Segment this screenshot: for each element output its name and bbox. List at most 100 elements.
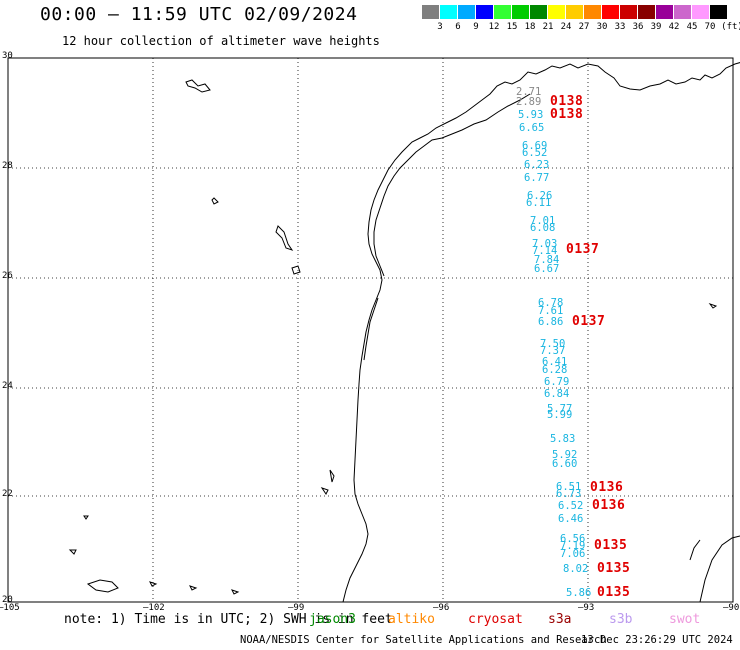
wave-height-label: 6.23 [524, 159, 550, 171]
wave-height-label: 5.83 [550, 433, 576, 445]
legend-unit: (ft) [721, 22, 740, 32]
pass-id-label: 0138 [550, 107, 584, 122]
satellite-name: altiko [388, 612, 435, 627]
satellite-name: s3b [609, 612, 633, 627]
legend-swatch [494, 5, 511, 19]
latitude-tick-label: 30 [2, 51, 13, 61]
legend-level-label: 42 [668, 22, 680, 32]
map-subtitle: 12 hour collection of altimeter wave hei… [62, 34, 380, 48]
wave-height-label: 6.78 [538, 297, 564, 309]
pass-id-label: 0135 [594, 538, 628, 553]
wave-height-label: 6.11 [526, 197, 552, 209]
credit-line: NOAA/NESDIS Center for Satellite Applica… [240, 634, 607, 646]
satellite-name: swot [669, 612, 701, 627]
legend-level-label: 3 [437, 22, 443, 32]
legend-swatch [710, 5, 727, 19]
legend-level-label: 21 [542, 22, 554, 32]
legend-swatch [656, 5, 673, 19]
legend-level-label: 9 [473, 22, 479, 32]
wave-height-label: 2.71 [516, 86, 542, 98]
wave-height-label: 5.93 [518, 109, 544, 121]
pass-id-label: 0138 [550, 94, 584, 109]
wave-height-label: 5.77 [547, 403, 573, 415]
legend-swatch [584, 5, 601, 19]
wave-height-label: 7.01 [530, 215, 556, 227]
legend-swatch [458, 5, 475, 19]
wave-height-label: 7.50 [540, 338, 566, 350]
legend-swatch [620, 5, 637, 19]
legend-level-label: 27 [578, 22, 590, 32]
legend-swatch [476, 5, 493, 19]
footer-note: note: 1) Time is in UTC; 2) SWH is in fe… [64, 612, 393, 627]
latitude-tick-label: 28 [2, 161, 13, 171]
longitude-tick-label: –90 [723, 603, 740, 613]
wave-height-label: 5.92 [552, 449, 578, 461]
latitude-tick-label: 26 [2, 271, 13, 281]
wave-height-label: 6.67 [534, 263, 560, 275]
wave-height-label: 6.73 [556, 488, 582, 500]
map-title: 00:00 – 11:59 UTC 02/09/2024 [40, 4, 358, 25]
wave-height-label: 6.52 [522, 147, 548, 159]
legend-level-label: 33 [614, 22, 626, 32]
latitude-tick-label: 20 [2, 595, 13, 605]
legend-swatch [512, 5, 529, 19]
legend-level-label: 45 [686, 22, 698, 32]
coastline [342, 62, 740, 603]
wave-height-label: 7.19 [560, 540, 586, 552]
legend-level-label: 18 [524, 22, 536, 32]
wave-height-label: 7.03 [532, 238, 558, 250]
wave-height-label: 6.60 [552, 458, 578, 470]
longitude-tick-label: –105 [0, 603, 20, 613]
pass-id-label: 0137 [566, 242, 600, 257]
wave-height-label: 6.52 [558, 500, 584, 512]
wave-height-label: 5.99 [547, 409, 573, 421]
wave-height-label: 6.26 [527, 190, 553, 202]
legend-swatch [638, 5, 655, 19]
longitude-tick-label: –99 [288, 603, 305, 613]
wave-height-label: 6.65 [519, 122, 545, 134]
islands [68, 79, 718, 595]
satellite-name: jason3 [309, 612, 356, 627]
wave-height-label: 6.28 [542, 364, 568, 376]
legend-level-label: 39 [650, 22, 662, 32]
longitude-tick-label: –102 [143, 603, 165, 613]
wave-height-label: 6.08 [530, 222, 556, 234]
wave-height-label: 7.06 [560, 548, 586, 560]
legend-level-label: 15 [506, 22, 518, 32]
wave-height-label: 5.86 [566, 587, 592, 599]
wave-height-label: 7.37 [540, 345, 566, 357]
wave-height-label: 6.41 [542, 356, 568, 368]
wave-height-label: 2.89 [516, 96, 542, 108]
wave-height-label: 6.84 [544, 388, 570, 400]
legend-level-label: 70 [704, 22, 716, 32]
legend-level-label: 6 [455, 22, 461, 32]
legend-swatch [530, 5, 547, 19]
wave-height-label: 6.86 [538, 316, 564, 328]
legend-swatch [566, 5, 583, 19]
pass-id-label: 0136 [592, 498, 626, 513]
wave-height-label: 7.14 [532, 245, 558, 257]
wave-height-label: 6.77 [524, 172, 550, 184]
longitude-tick-label: –96 [433, 603, 450, 613]
wave-height-label: 7.84 [534, 254, 560, 266]
legend-swatch [674, 5, 691, 19]
latitude-tick-label: 22 [2, 489, 13, 499]
legend-level-label: 30 [596, 22, 608, 32]
legend-swatch [440, 5, 457, 19]
wave-height-label: 8.02 [563, 563, 589, 575]
wave-height-label: 6.51 [556, 481, 582, 493]
legend-level-label: 12 [488, 22, 500, 32]
satellite-name: cryosat [468, 612, 523, 627]
pass-id-label: 0135 [597, 585, 631, 600]
pass-id-label: 0135 [597, 561, 631, 576]
map-frame [7, 57, 734, 603]
legend-swatch [692, 5, 709, 19]
pass-id-label: 0136 [590, 480, 624, 495]
satellite-name: s3a [548, 612, 572, 627]
wave-height-label: 6.46 [558, 513, 584, 525]
wave-height-label: 6.79 [544, 376, 570, 388]
legend-swatch [548, 5, 565, 19]
pass-id-label: 0137 [572, 314, 606, 329]
